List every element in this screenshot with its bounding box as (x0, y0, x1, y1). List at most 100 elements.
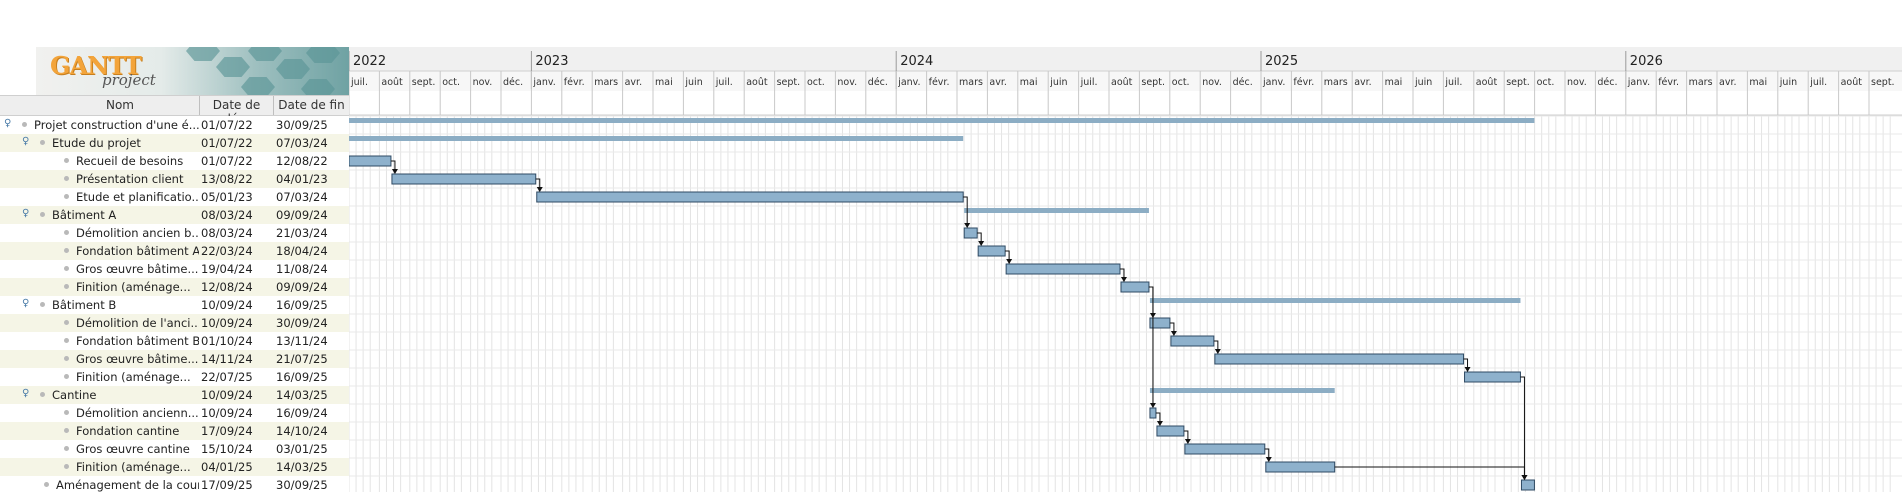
task-end-date[interactable]: 16/09/25 (276, 298, 328, 312)
task-bar[interactable] (1520, 479, 1535, 491)
task-start-date[interactable]: 15/10/24 (201, 442, 253, 456)
task-end-date[interactable]: 14/03/25 (276, 460, 328, 474)
table-row[interactable]: Gros œuvre bâtime... 19/04/24 11/08/24 (0, 260, 349, 278)
summary-bar[interactable] (1149, 388, 1335, 393)
task-bar[interactable] (349, 155, 392, 167)
table-row[interactable]: Aménagement de la cour 17/09/25 30/09/25 (0, 476, 349, 494)
task-end-date[interactable]: 12/08/22 (276, 154, 328, 168)
task-bar[interactable] (1464, 371, 1521, 383)
task-name[interactable]: Recueil de besoins (76, 154, 184, 168)
task-start-date[interactable]: 22/03/24 (201, 244, 253, 258)
column-header-name[interactable]: Nom (105, 98, 134, 112)
expand-toggle-icon[interactable]: ♀ (22, 298, 30, 309)
table-row[interactable]: Etude et planificatio... 05/01/23 07/03/24 (0, 188, 349, 206)
task-start-date[interactable]: 12/08/24 (201, 280, 253, 294)
table-row[interactable]: ♀ Projet construction d'une é... 01/07/22 3… (0, 116, 349, 134)
summary-bar[interactable] (964, 208, 1149, 213)
task-name[interactable]: Bâtiment A (52, 208, 117, 222)
table-row[interactable]: ♀ Etude du projet 01/07/22 07/03/24 (0, 134, 349, 152)
task-start-date[interactable]: 17/09/25 (201, 478, 253, 492)
table-row[interactable]: ♀ Cantine 10/09/24 14/03/25 (0, 386, 349, 404)
task-name[interactable]: Bâtiment B (52, 298, 117, 312)
task-start-date[interactable]: 01/07/22 (201, 118, 253, 132)
table-row[interactable]: Fondation cantine 17/09/24 14/10/24 (0, 422, 349, 440)
task-name[interactable]: Etude et planificatio... (76, 190, 199, 204)
task-end-date[interactable]: 14/03/25 (276, 388, 328, 402)
task-bar[interactable] (1149, 407, 1157, 419)
task-end-date[interactable]: 14/10/24 (276, 424, 328, 438)
task-bar[interactable] (1184, 443, 1266, 455)
task-bar[interactable] (1156, 425, 1185, 437)
table-row[interactable]: Démolition ancien b... 08/03/24 21/03/24 (0, 224, 349, 242)
table-row[interactable]: ♀ Bâtiment A 08/03/24 09/09/24 (0, 206, 349, 224)
task-bar[interactable] (1265, 461, 1336, 473)
expand-toggle-icon[interactable]: ♀ (22, 388, 30, 399)
table-row[interactable]: Gros œuvre bâtime... 14/11/24 21/07/25 (0, 350, 349, 368)
task-bar[interactable] (1170, 335, 1215, 347)
task-end-date[interactable]: 09/09/24 (276, 208, 328, 222)
task-bar[interactable] (1214, 353, 1465, 365)
task-start-date[interactable]: 17/09/24 (201, 424, 253, 438)
table-row[interactable]: Présentation client 13/08/22 04/01/23 (0, 170, 349, 188)
expand-toggle-icon[interactable]: ♀ (4, 118, 12, 129)
table-row[interactable]: Gros œuvre cantine 15/10/24 03/01/25 (0, 440, 349, 458)
task-end-date[interactable]: 21/07/25 (276, 352, 328, 366)
task-bar[interactable] (1149, 317, 1171, 329)
task-start-date[interactable]: 04/01/25 (201, 460, 253, 474)
task-start-date[interactable]: 05/01/23 (201, 190, 253, 204)
task-start-date[interactable]: 22/07/25 (201, 370, 253, 384)
task-name[interactable]: Démolition ancienn... (76, 406, 199, 420)
task-name[interactable]: Finition (aménage... (76, 460, 191, 474)
task-bar[interactable] (1005, 263, 1121, 275)
task-end-date[interactable]: 11/08/24 (276, 262, 328, 276)
task-name[interactable]: Gros œuvre cantine (76, 442, 190, 456)
task-name[interactable]: Fondation bâtiment B (76, 334, 199, 348)
table-row[interactable]: Finition (aménage... 12/08/24 09/09/24 (0, 278, 349, 296)
task-bar[interactable] (1120, 281, 1150, 293)
task-end-date[interactable]: 30/09/25 (276, 478, 328, 492)
task-bar[interactable] (963, 227, 978, 239)
task-name[interactable]: Etude du projet (52, 136, 141, 150)
task-name[interactable]: Cantine (52, 388, 97, 402)
task-end-date[interactable]: 13/11/24 (276, 334, 328, 348)
table-row[interactable]: Finition (aménage... 22/07/25 16/09/25 (0, 368, 349, 386)
task-name[interactable]: Projet construction d'une é... (34, 118, 199, 132)
task-bar[interactable] (536, 191, 964, 203)
task-end-date[interactable]: 03/01/25 (276, 442, 328, 456)
task-name[interactable]: Fondation cantine (76, 424, 180, 438)
table-row[interactable]: Recueil de besoins 01/07/22 12/08/22 (0, 152, 349, 170)
task-start-date[interactable]: 10/09/24 (201, 388, 253, 402)
table-row[interactable]: Démolition de l'anci... 10/09/24 30/09/24 (0, 314, 349, 332)
table-row[interactable]: Finition (aménage... 04/01/25 14/03/25 (0, 458, 349, 476)
task-name[interactable]: Démolition ancien b... (76, 226, 199, 240)
task-name[interactable]: Gros œuvre bâtime... (76, 352, 199, 366)
task-start-date[interactable]: 10/09/24 (201, 316, 253, 330)
expand-toggle-icon[interactable]: ♀ (22, 208, 30, 219)
summary-bar[interactable] (1149, 298, 1521, 303)
task-end-date[interactable]: 16/09/25 (276, 370, 328, 384)
task-end-date[interactable]: 21/03/24 (276, 226, 328, 240)
task-name[interactable]: Finition (aménage... (76, 370, 191, 384)
task-start-date[interactable]: 10/09/24 (201, 298, 253, 312)
task-name[interactable]: Finition (aménage... (76, 280, 191, 294)
task-name[interactable]: Fondation bâtiment A (76, 244, 199, 258)
table-row[interactable]: ♀ Bâtiment B 10/09/24 16/09/25 (0, 296, 349, 314)
task-name[interactable]: Aménagement de la cour (56, 478, 199, 492)
task-start-date[interactable]: 01/07/22 (201, 154, 253, 168)
task-end-date[interactable]: 18/04/24 (276, 244, 328, 258)
task-start-date[interactable]: 10/09/24 (201, 406, 253, 420)
task-end-date[interactable]: 07/03/24 (276, 190, 328, 204)
task-end-date[interactable]: 16/09/24 (276, 406, 328, 420)
task-name[interactable]: Présentation client (76, 172, 184, 186)
task-start-date[interactable]: 08/03/24 (201, 226, 253, 240)
task-start-date[interactable]: 01/10/24 (201, 334, 253, 348)
task-end-date[interactable]: 30/09/24 (276, 316, 328, 330)
table-row[interactable]: Démolition ancienn... 10/09/24 16/09/24 (0, 404, 349, 422)
table-row[interactable]: Fondation bâtiment B 01/10/24 13/11/24 (0, 332, 349, 350)
task-end-date[interactable]: 07/03/24 (276, 136, 328, 150)
task-end-date[interactable]: 30/09/25 (276, 118, 328, 132)
task-start-date[interactable]: 13/08/22 (201, 172, 253, 186)
task-name[interactable]: Gros œuvre bâtime... (76, 262, 199, 276)
column-header-end[interactable]: Date de fin (278, 98, 345, 112)
task-bar[interactable] (977, 245, 1006, 257)
